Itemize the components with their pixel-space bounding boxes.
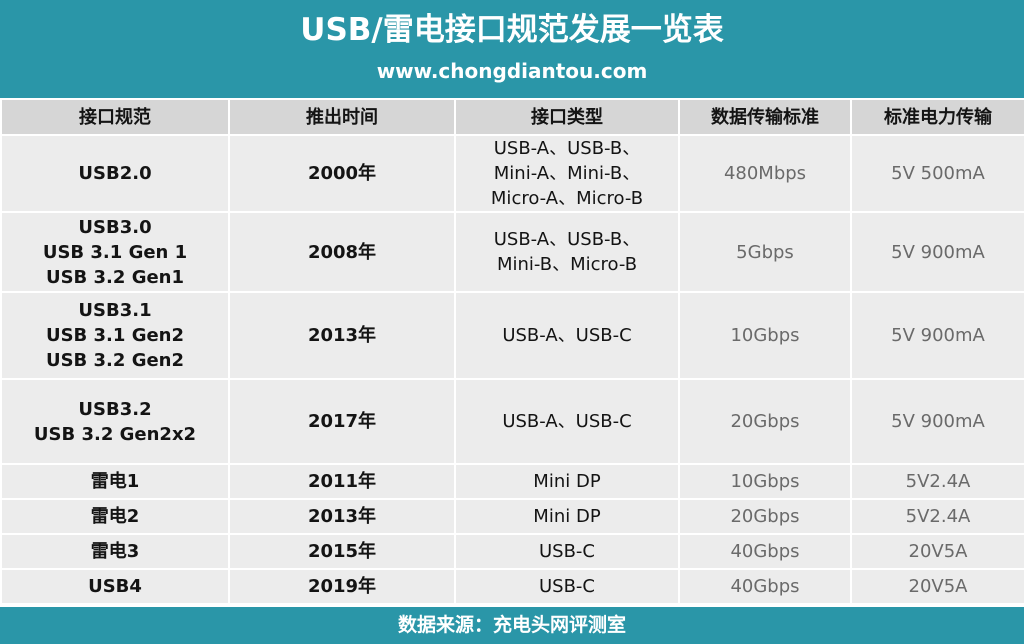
cell-year: 2019年 [228,568,456,605]
cell-types: USB-C [454,533,680,570]
cell-power: 5V 900mA [850,291,1024,380]
cell-power: 5V2.4A [850,463,1024,500]
table-row: USB3.2 USB 3.2 Gen2x2 2017年 USB-A、USB-C … [0,378,1024,465]
table-row: 雷电3 2015年 USB-C 40Gbps 20V5A [0,533,1024,570]
cell-spec: USB4 [0,568,230,605]
cell-spec: 雷电3 [0,533,230,570]
cell-spec: USB3.0 USB 3.1 Gen 1 USB 3.2 Gen1 [0,211,230,293]
cell-types: Mini DP [454,463,680,500]
cell-types: USB-A、USB-B、 Mini-A、Mini-B、 Micro-A、Micr… [454,134,680,213]
column-header-data-rate: 数据传输标准 [678,98,852,136]
table-row: USB4 2019年 USB-C 40Gbps 20V5A [0,568,1024,605]
cell-data-rate: 10Gbps [678,291,852,380]
cell-spec: USB2.0 [0,134,230,213]
cell-power: 20V5A [850,568,1024,605]
table-header-row: 接口规范 推出时间 接口类型 数据传输标准 标准电力传输 [0,98,1024,136]
column-header-power: 标准电力传输 [850,98,1024,136]
cell-power: 5V 900mA [850,378,1024,465]
cell-data-rate: 20Gbps [678,378,852,465]
cell-year: 2013年 [228,291,456,380]
cell-power: 5V2.4A [850,498,1024,535]
cell-year: 2015年 [228,533,456,570]
cell-data-rate: 10Gbps [678,463,852,500]
cell-data-rate: 40Gbps [678,568,852,605]
site-url: www.chongdiantou.com [376,59,648,83]
cell-power: 5V 500mA [850,134,1024,213]
cell-year: 2008年 [228,211,456,293]
cell-spec: USB3.2 USB 3.2 Gen2x2 [0,378,230,465]
cell-types: USB-A、USB-B、 Mini-B、Micro-B [454,211,680,293]
cell-data-rate: 5Gbps [678,211,852,293]
spec-table: 接口规范 推出时间 接口类型 数据传输标准 标准电力传输 USB2.0 2000… [0,98,1024,605]
cell-types: Mini DP [454,498,680,535]
cell-types: USB-C [454,568,680,605]
cell-spec: 雷电2 [0,498,230,535]
cell-spec: 雷电1 [0,463,230,500]
table-row: 雷电2 2013年 Mini DP 20Gbps 5V2.4A [0,498,1024,535]
table-row: USB3.1 USB 3.1 Gen2 USB 3.2 Gen2 2013年 U… [0,291,1024,380]
cell-year: 2000年 [228,134,456,213]
cell-types: USB-A、USB-C [454,378,680,465]
table-row: 雷电1 2011年 Mini DP 10Gbps 5V2.4A [0,463,1024,500]
column-header-year: 推出时间 [228,98,456,136]
cell-data-rate: 40Gbps [678,533,852,570]
table-row: USB3.0 USB 3.1 Gen 1 USB 3.2 Gen1 2008年 … [0,211,1024,293]
header-banner: USB/雷电接口规范发展一览表 www.chongdiantou.com [0,0,1024,98]
cell-data-rate: 20Gbps [678,498,852,535]
cell-types: USB-A、USB-C [454,291,680,380]
cell-power: 20V5A [850,533,1024,570]
source-footer: 数据来源：充电头网评测室 [0,607,1024,644]
table-row: USB2.0 2000年 USB-A、USB-B、 Mini-A、Mini-B、… [0,134,1024,213]
cell-data-rate: 480Mbps [678,134,852,213]
cell-year: 2017年 [228,378,456,465]
cell-spec: USB3.1 USB 3.1 Gen2 USB 3.2 Gen2 [0,291,230,380]
column-header-types: 接口类型 [454,98,680,136]
page-title: USB/雷电接口规范发展一览表 [300,12,724,48]
cell-power: 5V 900mA [850,211,1024,293]
column-header-spec: 接口规范 [0,98,230,136]
cell-year: 2013年 [228,498,456,535]
cell-year: 2011年 [228,463,456,500]
